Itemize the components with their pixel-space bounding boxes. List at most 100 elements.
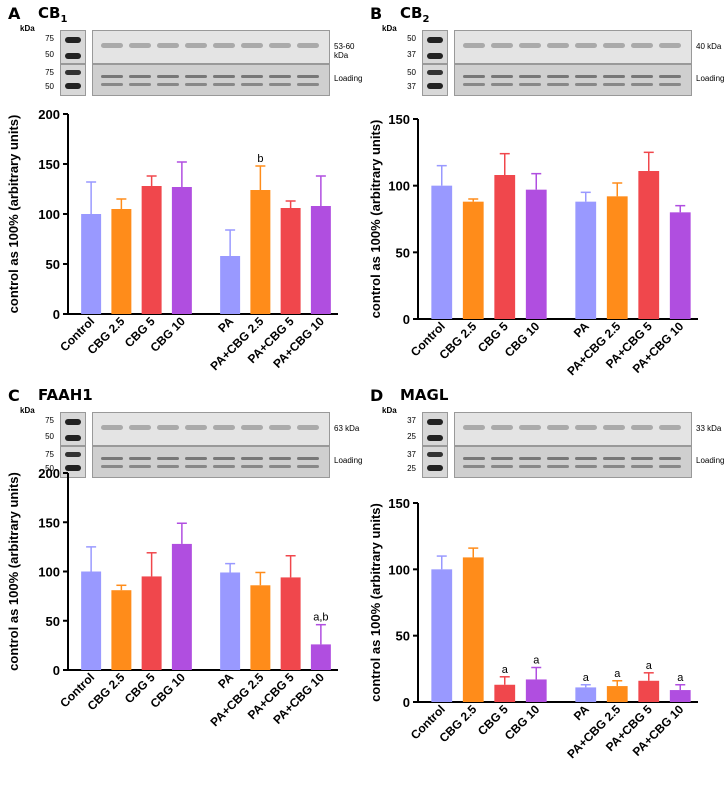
loading-band <box>519 465 541 468</box>
bar <box>250 190 271 314</box>
loading-band <box>491 465 513 468</box>
panel-d: D MAGL kDa 37 37 25 25 33 kDa Loading control as … <box>362 382 724 784</box>
blot-band <box>101 425 123 430</box>
significance-label: a <box>583 672 590 684</box>
loading-band <box>603 465 625 468</box>
loading-band <box>297 75 319 78</box>
ladder-band <box>427 452 443 457</box>
significance-label: a <box>614 668 621 680</box>
y-tick-label: 50 <box>46 257 60 272</box>
marker-label: 75 <box>45 450 54 459</box>
loading-band <box>269 465 291 468</box>
western-blot-target <box>454 412 692 446</box>
loading-label: Loading <box>334 74 363 83</box>
band-size-label: 53-60 kDa <box>334 42 355 60</box>
loading-band <box>129 457 151 460</box>
blot-band <box>603 43 625 48</box>
bar <box>494 175 516 319</box>
marker-label: 37 <box>407 450 416 459</box>
protein-name: MAGL <box>400 386 449 404</box>
bar <box>669 212 691 319</box>
y-axis-label: control as 100% (arbitrary units) <box>368 120 383 319</box>
loading-band <box>547 457 569 460</box>
protein-name: FAAH1 <box>38 386 93 404</box>
ladder-lane <box>60 64 86 96</box>
category-label: PA <box>215 314 236 335</box>
ladder-band <box>427 53 443 59</box>
panel-letter: D <box>370 386 384 405</box>
y-tick-label: 100 <box>38 207 60 222</box>
significance-label: b <box>257 153 263 165</box>
significance-label: a <box>502 664 509 676</box>
bar <box>606 686 628 702</box>
loading-band <box>575 83 597 86</box>
loading-band <box>575 465 597 468</box>
ladder-band <box>65 435 81 441</box>
bar <box>250 585 271 670</box>
category-label: CBG 10 <box>502 319 543 360</box>
marker-label: 50 <box>407 34 416 43</box>
marker-label: 25 <box>407 464 416 473</box>
loading-band <box>547 465 569 468</box>
loading-band <box>241 465 263 468</box>
significance-label: a,b <box>313 612 328 624</box>
blot-band <box>519 425 541 430</box>
blot-band <box>241 425 263 430</box>
loading-band <box>185 457 207 460</box>
blot-band <box>213 425 235 430</box>
ladder-band <box>427 83 443 89</box>
kda-label: kDa <box>382 406 397 415</box>
loading-band <box>463 75 485 78</box>
loading-band <box>297 465 319 468</box>
panel-title: MAGL <box>400 386 448 404</box>
ladder-band <box>427 70 443 75</box>
bar <box>81 571 102 670</box>
loading-band <box>101 465 123 468</box>
loading-band <box>631 83 653 86</box>
protein-name: CB <box>400 4 423 22</box>
y-axis-label: control as 100% (arbitrary units) <box>6 472 21 671</box>
bar <box>111 209 132 314</box>
ladder-band <box>65 83 81 89</box>
marker-label: 37 <box>407 416 416 425</box>
ladder-lane <box>60 30 86 64</box>
loading-band <box>241 75 263 78</box>
loading-band <box>519 75 541 78</box>
blot-band <box>101 43 123 48</box>
loading-band <box>213 465 235 468</box>
loading-band <box>491 83 513 86</box>
blot-band <box>269 43 291 48</box>
loading-band <box>185 465 207 468</box>
loading-band <box>129 75 151 78</box>
marker-label: 75 <box>45 68 54 77</box>
band-size-label: 33 kDa <box>696 424 722 433</box>
loading-band <box>463 465 485 468</box>
panel-b: B CB2 kDa 50 50 37 37 40 kDa Loading control as 1… <box>362 0 724 392</box>
blot-band <box>157 425 179 430</box>
y-axis-label: control as 100% (arbitrary units) <box>6 115 21 314</box>
bar <box>525 679 547 702</box>
western-blot-target <box>454 30 692 64</box>
y-tick-label: 200 <box>38 467 60 481</box>
bar <box>81 214 102 314</box>
blot-band <box>547 425 569 430</box>
category-label: PA <box>571 319 592 340</box>
loading-band <box>659 75 681 78</box>
ladder-lane <box>422 412 448 446</box>
loading-band <box>631 457 653 460</box>
marker-label: 37 <box>407 50 416 59</box>
y-tick-label: 150 <box>38 157 60 172</box>
panel-c: C FAAH1 kDa 75 75 50 50 63 kDa Loading control as… <box>0 382 362 784</box>
bar <box>575 687 597 702</box>
blot-band <box>631 43 653 48</box>
bar <box>431 569 453 702</box>
blot-band <box>129 43 151 48</box>
ladder-band <box>65 53 81 59</box>
bar <box>171 187 192 314</box>
ladder-band <box>427 37 443 43</box>
loading-band <box>269 83 291 86</box>
band-size-label: 40 kDa <box>696 42 722 51</box>
loading-band <box>241 457 263 460</box>
loading-band <box>101 75 123 78</box>
loading-band <box>129 465 151 468</box>
